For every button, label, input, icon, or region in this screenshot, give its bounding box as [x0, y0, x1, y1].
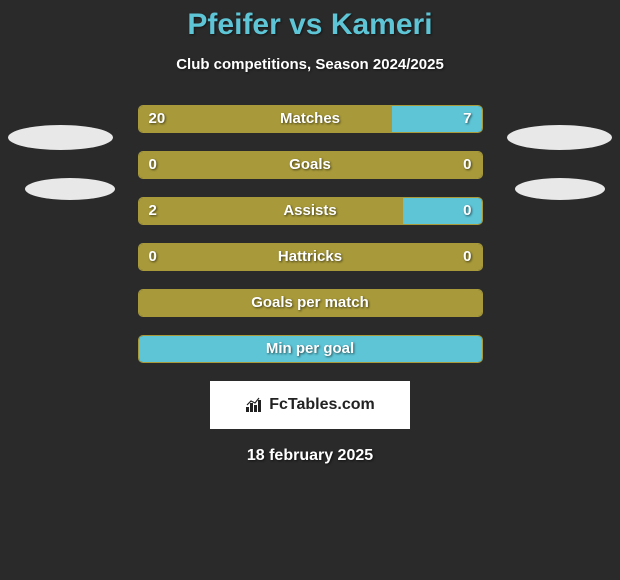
chart-container: Pfeifer vs Kameri Club competitions, Sea… — [0, 0, 620, 465]
stat-row-assists: 2 Assists 0 — [10, 197, 610, 225]
stat-bar: 0 Goals 0 — [138, 151, 483, 179]
stat-bar: 0 Hattricks 0 — [138, 243, 483, 271]
stat-label: Assists — [139, 198, 482, 224]
stat-value-right: 7 — [463, 106, 471, 132]
logo: FcTables.com — [245, 396, 375, 414]
stat-value-right: 0 — [463, 244, 471, 270]
stat-row-matches: 20 Matches 7 — [10, 105, 610, 133]
stat-bar: Min per goal — [138, 335, 483, 363]
stat-label: Goals — [139, 152, 482, 178]
stat-row-hattricks: 0 Hattricks 0 — [10, 243, 610, 271]
stat-bar: 2 Assists 0 — [138, 197, 483, 225]
stat-label: Goals per match — [139, 290, 482, 316]
stats-area: 20 Matches 7 0 Goals 0 2 Assists 0 — [0, 105, 620, 363]
stat-value-right: 0 — [463, 152, 471, 178]
stat-row-min-per-goal: Min per goal — [10, 335, 610, 363]
stat-bar: 20 Matches 7 — [138, 105, 483, 133]
stat-value-right: 0 — [463, 198, 471, 224]
logo-text: FcTables.com — [269, 396, 375, 414]
stat-row-goals: 0 Goals 0 — [10, 151, 610, 179]
stat-label: Hattricks — [139, 244, 482, 270]
stat-row-goals-per-match: Goals per match — [10, 289, 610, 317]
page-title: Pfeifer vs Kameri — [0, 8, 620, 42]
stat-label: Min per goal — [139, 336, 482, 362]
bar-chart-icon — [245, 397, 265, 413]
subtitle: Club competitions, Season 2024/2025 — [0, 56, 620, 73]
logo-box: FcTables.com — [210, 381, 410, 429]
stat-bar: Goals per match — [138, 289, 483, 317]
date-label: 18 february 2025 — [0, 447, 620, 465]
stat-label: Matches — [139, 106, 482, 132]
